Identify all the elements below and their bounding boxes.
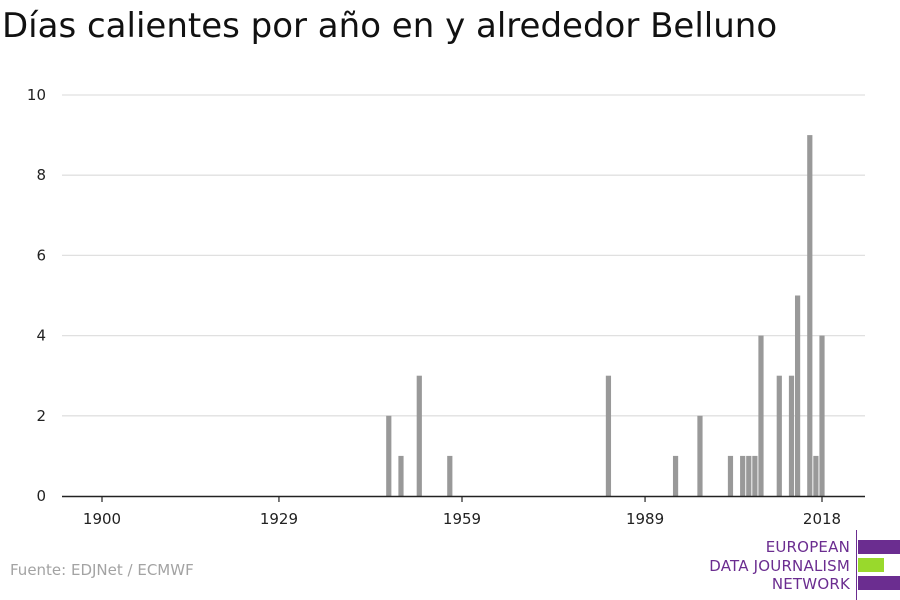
bars bbox=[386, 135, 825, 496]
y-axis-ticks: 0 2 4 6 8 10 bbox=[27, 86, 46, 505]
x-tick-label: 1989 bbox=[626, 510, 664, 528]
bar bbox=[697, 415, 703, 496]
x-axis-ticks: 1900 1929 1959 1989 2018 bbox=[83, 496, 841, 528]
bar bbox=[605, 375, 612, 496]
x-tick-label: 1900 bbox=[83, 510, 121, 528]
logo-line-3: NETWORK bbox=[771, 575, 850, 593]
logo-bar-bottom bbox=[858, 576, 900, 590]
bar bbox=[807, 135, 813, 496]
bar bbox=[398, 455, 404, 496]
bar bbox=[776, 375, 782, 496]
y-tick-label: 6 bbox=[36, 246, 46, 264]
edjnet-logo: EUROPEAN DATA JOURNALISM NETWORK bbox=[700, 530, 900, 600]
chart-title: Días calientes por año en y alrededor Be… bbox=[2, 6, 778, 46]
gridlines bbox=[62, 94, 865, 417]
bar bbox=[746, 455, 752, 496]
y-tick-label: 8 bbox=[36, 166, 46, 184]
bar bbox=[672, 455, 679, 496]
y-tick-label: 10 bbox=[27, 86, 46, 104]
x-tick-label: 2018 bbox=[803, 510, 841, 528]
logo-line-2: DATA JOURNALISM bbox=[709, 556, 850, 575]
bar bbox=[813, 455, 819, 496]
logo-text: EUROPEAN DATA JOURNALISM NETWORK bbox=[709, 538, 850, 594]
bar bbox=[386, 415, 392, 496]
y-tick-label: 4 bbox=[36, 327, 46, 345]
bar bbox=[740, 455, 746, 496]
logo-line-1: EUROPEAN bbox=[765, 538, 850, 556]
logo-bar-middle bbox=[858, 558, 884, 572]
bar bbox=[447, 455, 453, 496]
bar bbox=[727, 455, 734, 496]
bar bbox=[788, 375, 795, 496]
bar bbox=[752, 455, 758, 496]
source-note: Fuente: EDJNet / ECMWF bbox=[10, 561, 194, 579]
logo-bar-top bbox=[858, 540, 900, 554]
bar bbox=[819, 335, 825, 496]
bar bbox=[416, 375, 422, 496]
bar bbox=[758, 335, 764, 496]
logo-divider bbox=[856, 530, 857, 600]
y-tick-label: 0 bbox=[36, 487, 46, 505]
bar bbox=[794, 295, 801, 496]
y-tick-label: 2 bbox=[36, 407, 46, 425]
x-tick-label: 1929 bbox=[260, 510, 298, 528]
x-tick-label: 1959 bbox=[443, 510, 481, 528]
